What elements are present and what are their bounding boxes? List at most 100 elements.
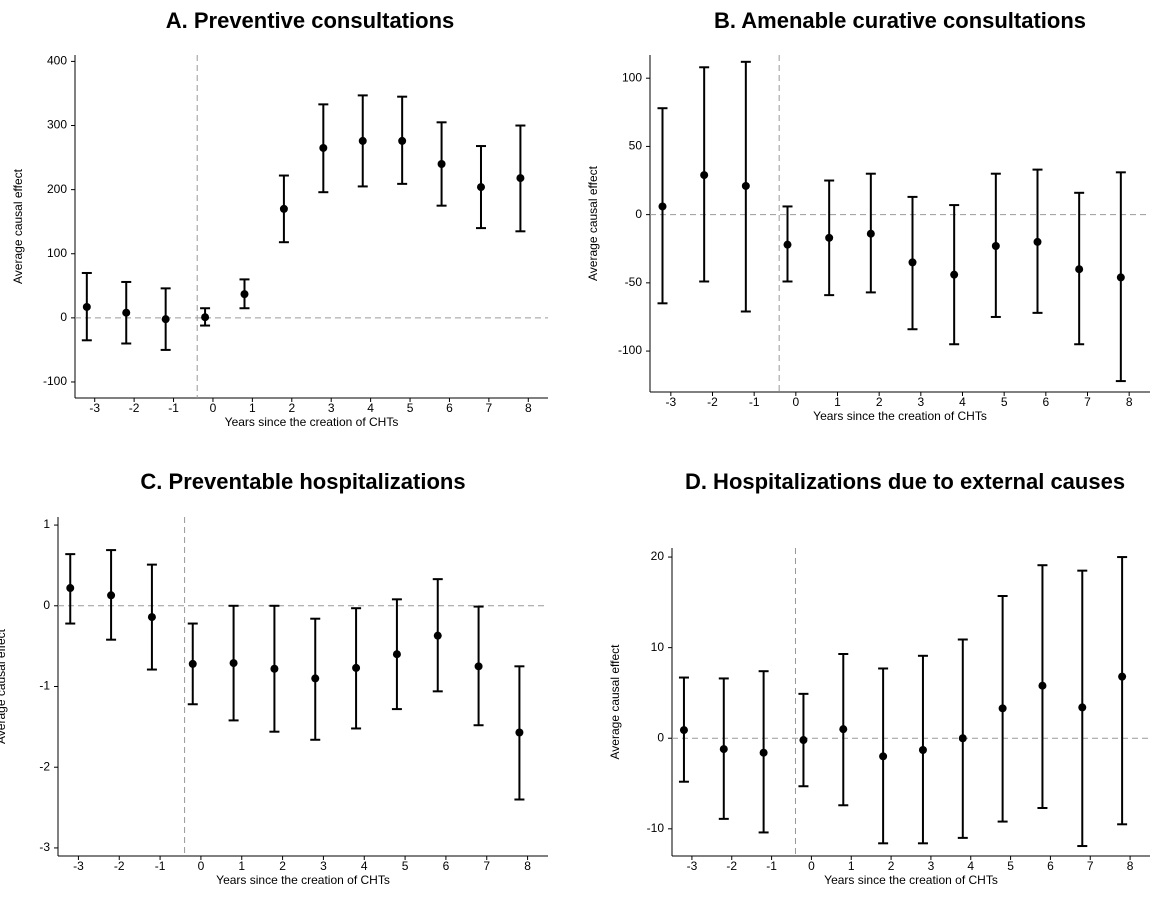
x-tick-label: -3 [73,859,84,873]
y-tick-label: 0 [43,598,50,612]
point [783,240,792,249]
point [188,659,197,668]
point [679,726,688,735]
panel-title: A. Preventive consultations [166,8,455,33]
x-tick-label: -2 [707,395,718,409]
x-tick-label: -1 [749,395,760,409]
y-tick-label: 200 [47,182,67,196]
x-tick-label: 1 [834,395,841,409]
point [516,174,525,183]
panel: C. Preventable hospitalizations Years sin… [0,469,548,887]
x-tick-label: -1 [766,859,777,873]
y-tick-label: 100 [47,246,67,260]
x-tick-label: -3 [89,401,100,415]
y-tick-label: 1 [43,517,50,531]
x-axis-label: Years since the creation of CHTs [824,873,998,887]
point [311,674,320,683]
point [1033,237,1042,246]
x-tick-label: 7 [1084,395,1091,409]
x-tick-label: 3 [328,401,335,415]
x-tick-label: 7 [1087,859,1094,873]
x-tick-label: 0 [210,401,217,415]
x-tick-label: 6 [443,859,450,873]
point [1116,273,1125,282]
panel-title: D. Hospitalizations due to external caus… [685,469,1125,494]
point [741,181,750,190]
y-axis-label: Average causal effect [608,644,622,760]
x-tick-label: 7 [486,401,493,415]
x-axis-label: Years since the creation of CHTs [216,873,390,887]
x-tick-label: 5 [1001,395,1008,409]
y-tick-label: -3 [39,840,50,854]
point [392,650,401,659]
y-tick-label: -100 [43,374,67,388]
point [991,242,1000,251]
x-axis-label: Years since the creation of CHTs [225,415,399,429]
x-tick-label: -2 [726,859,737,873]
x-tick-label: -1 [155,859,166,873]
x-tick-label: 2 [876,395,883,409]
y-tick-label: 0 [657,730,664,744]
x-tick-label: -3 [665,395,676,409]
point [719,745,728,754]
point [201,313,210,322]
y-axis-label: Average causal effect [11,168,25,284]
point [879,752,888,761]
panel-title: C. Preventable hospitalizations [140,469,465,494]
point [229,659,238,668]
x-tick-label: 7 [483,859,490,873]
y-tick-label: -1 [39,679,50,693]
point [474,662,483,671]
point [319,143,328,152]
y-tick-label: 0 [60,310,67,324]
panel: B. Amenable curative consultations Years … [586,8,1150,423]
x-tick-label: 4 [367,401,374,415]
y-tick-label: -2 [39,759,50,773]
point [759,748,768,757]
x-tick-label: 1 [238,859,245,873]
point [122,308,131,317]
y-tick-label: 400 [47,54,67,68]
x-tick-label: 1 [848,859,855,873]
x-tick-label: 3 [928,859,935,873]
point [839,725,848,734]
point [1038,681,1047,690]
x-tick-label: 8 [1127,859,1134,873]
point [270,664,279,673]
point [908,258,917,267]
point [358,136,367,145]
point [950,270,959,279]
point [799,736,808,745]
x-tick-label: 4 [361,859,368,873]
point [398,136,407,145]
x-tick-label: 6 [446,401,453,415]
x-tick-label: 0 [792,395,799,409]
panel: D. Hospitalizations due to external caus… [608,469,1150,887]
x-tick-label: 2 [288,401,295,415]
point [433,631,442,640]
point [161,315,170,324]
y-tick-label: -10 [647,821,665,835]
point [918,746,927,755]
point [1078,703,1087,712]
point [82,302,91,311]
y-tick-label: 100 [622,70,642,84]
x-tick-label: 2 [888,859,895,873]
point [476,183,485,192]
point [107,591,116,600]
y-tick-label: 10 [651,640,665,654]
x-tick-label: 8 [524,859,531,873]
point [515,728,524,737]
y-tick-label: 300 [47,118,67,132]
x-tick-label: 1 [249,401,256,415]
x-tick-label: -1 [168,401,179,415]
point [958,734,967,743]
y-axis-label: Average causal effect [0,628,8,744]
panel: A. Preventive consultations Years since t… [11,8,548,429]
x-tick-label: 6 [1047,859,1054,873]
x-tick-label: 8 [525,401,532,415]
panel-title: B. Amenable curative consultations [714,8,1086,33]
point [279,204,288,213]
point [1118,672,1127,681]
